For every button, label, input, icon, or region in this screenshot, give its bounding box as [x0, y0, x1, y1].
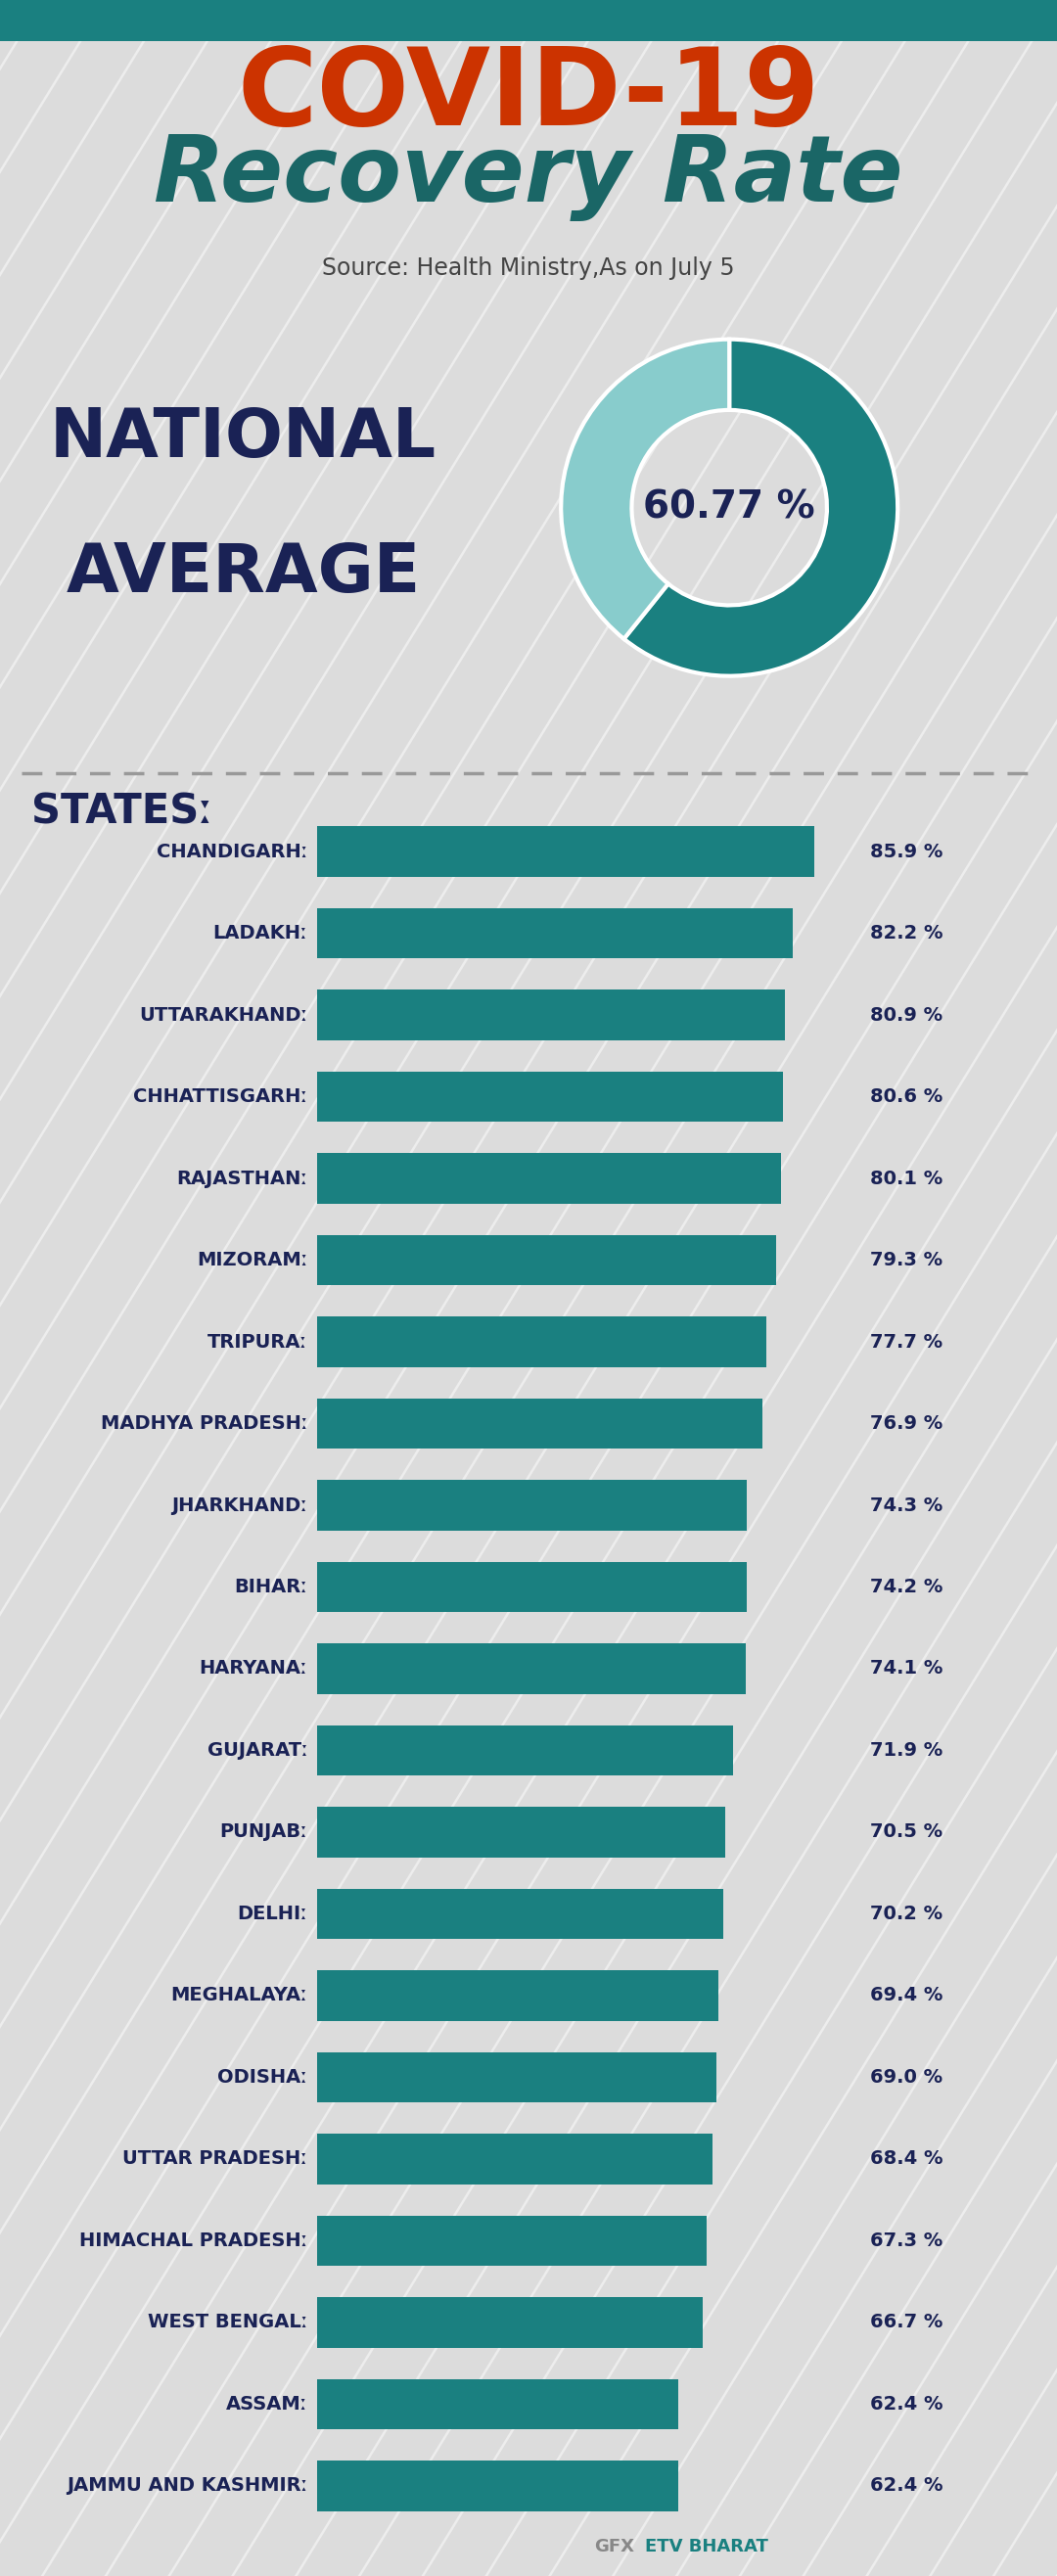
Text: Source: Health Ministry,As on July 5: Source: Health Ministry,As on July 5 — [322, 258, 735, 281]
Text: STATESː: STATESː — [32, 791, 214, 832]
Text: 67.3 %: 67.3 % — [871, 2231, 943, 2249]
Text: TRIPURAː: TRIPURAː — [207, 1332, 308, 1352]
Bar — [317, 1072, 783, 1123]
Text: 82.2 %: 82.2 % — [871, 925, 944, 943]
Text: CHHATTISGARHː: CHHATTISGARHː — [133, 1087, 308, 1105]
Bar — [317, 989, 785, 1041]
Bar — [317, 1561, 746, 1613]
Text: 80.1 %: 80.1 % — [871, 1170, 943, 1188]
Bar — [317, 2215, 706, 2267]
Text: NATIONAL: NATIONAL — [50, 404, 437, 471]
Text: 74.2 %: 74.2 % — [871, 1577, 943, 1597]
Text: 74.1 %: 74.1 % — [871, 1659, 943, 1677]
Text: HARYANAː: HARYANAː — [200, 1659, 308, 1677]
Text: 66.7 %: 66.7 % — [871, 2313, 943, 2331]
Text: 74.3 %: 74.3 % — [871, 1497, 943, 1515]
Text: 60.77 %: 60.77 % — [644, 489, 815, 526]
Text: 69.4 %: 69.4 % — [871, 1986, 943, 2004]
Bar — [317, 1154, 780, 1203]
Bar — [317, 1481, 747, 1530]
Text: MIZORAMː: MIZORAMː — [197, 1252, 308, 1270]
Bar — [317, 1971, 719, 2022]
Text: 80.6 %: 80.6 % — [871, 1087, 943, 1105]
Bar — [317, 1726, 734, 1775]
Wedge shape — [561, 340, 729, 639]
Text: GFX: GFX — [594, 2537, 634, 2555]
Text: 85.9 %: 85.9 % — [871, 842, 943, 860]
Text: 77.7 %: 77.7 % — [871, 1332, 943, 1352]
Text: JHARKHANDː: JHARKHANDː — [171, 1497, 308, 1515]
Text: AVERAGE: AVERAGE — [66, 541, 421, 605]
Bar — [317, 1399, 762, 1448]
Text: 70.5 %: 70.5 % — [871, 1824, 943, 1842]
Text: UTTAR PRADESHː: UTTAR PRADESHː — [123, 2151, 308, 2169]
Text: 69.0 %: 69.0 % — [871, 2069, 943, 2087]
Text: HIMACHAL PRADESHː: HIMACHAL PRADESHː — [79, 2231, 308, 2249]
Text: Recovery Rate: Recovery Rate — [154, 131, 903, 222]
Text: ASSAMː: ASSAMː — [226, 2396, 308, 2414]
Text: 79.3 %: 79.3 % — [871, 1252, 943, 1270]
Bar — [317, 1234, 776, 1285]
Bar — [317, 827, 814, 876]
Text: UTTARAKHANDː: UTTARAKHANDː — [140, 1005, 308, 1025]
Text: WEST BENGALː: WEST BENGALː — [148, 2313, 308, 2331]
Text: 62.4 %: 62.4 % — [871, 2396, 944, 2414]
Text: COVID-19: COVID-19 — [237, 44, 820, 147]
Text: 62.4 %: 62.4 % — [871, 2476, 944, 2496]
Text: PUNJABː: PUNJABː — [220, 1824, 308, 1842]
Bar — [317, 1643, 746, 1695]
Text: MEGHALAYAː: MEGHALAYAː — [171, 1986, 308, 2004]
Text: ODISHAː: ODISHAː — [218, 2069, 308, 2087]
Bar — [317, 1888, 723, 1940]
Bar — [317, 907, 793, 958]
Text: LADAKHː: LADAKHː — [214, 925, 308, 943]
Text: DELHIː: DELHIː — [238, 1904, 308, 1924]
Wedge shape — [624, 340, 897, 675]
Text: ETV BHARAT: ETV BHARAT — [645, 2537, 768, 2555]
Bar — [317, 2378, 679, 2429]
Text: 71.9 %: 71.9 % — [871, 1741, 943, 1759]
Text: RAJASTHANː: RAJASTHANː — [177, 1170, 308, 1188]
Bar — [317, 1806, 725, 1857]
Text: 80.9 %: 80.9 % — [871, 1005, 943, 1025]
Text: CHANDIGARHː: CHANDIGARHː — [156, 842, 308, 860]
Text: 70.2 %: 70.2 % — [871, 1904, 943, 1924]
Text: GUJARATː: GUJARATː — [207, 1741, 308, 1759]
Text: BIHARː: BIHARː — [235, 1577, 308, 1597]
Bar — [317, 2460, 679, 2512]
Text: MADHYA PRADESHː: MADHYA PRADESHː — [100, 1414, 308, 1432]
Text: 68.4 %: 68.4 % — [871, 2151, 944, 2169]
Bar — [317, 1316, 766, 1368]
Bar — [317, 2053, 717, 2102]
Text: JAMMU AND KASHMIRː: JAMMU AND KASHMIRː — [67, 2476, 308, 2496]
Text: 76.9 %: 76.9 % — [871, 1414, 943, 1432]
Bar — [317, 2133, 712, 2184]
Bar — [317, 2298, 703, 2347]
